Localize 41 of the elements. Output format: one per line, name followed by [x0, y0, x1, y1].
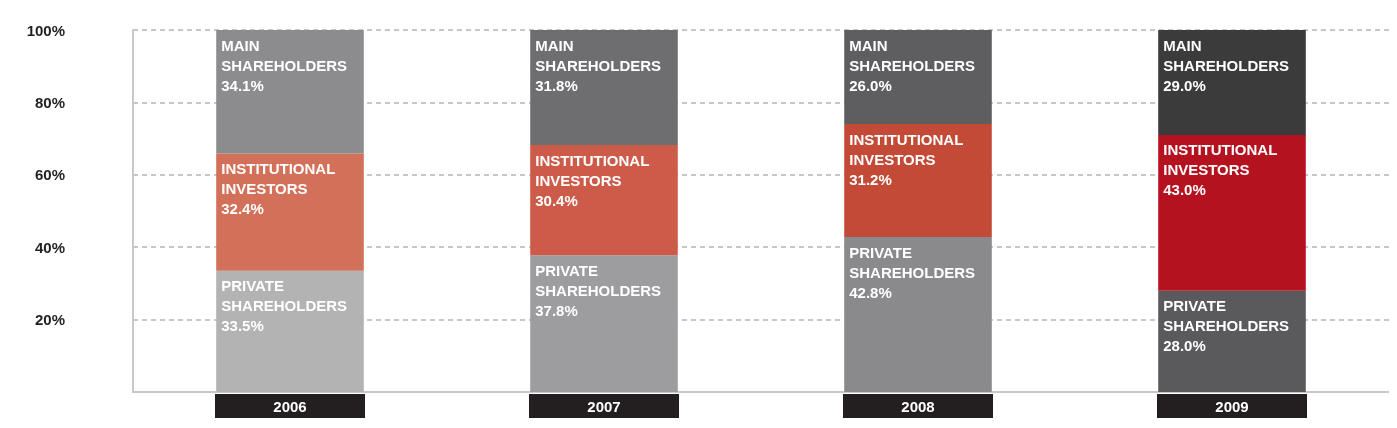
x-tick-label: 2007 — [587, 397, 621, 415]
text: MAIN SHAREHOLDERS — [849, 36, 976, 74]
data-label: 26.0% — [849, 76, 892, 94]
series-label: INSTITUTIONAL INVESTORS — [221, 159, 340, 197]
x-tick-label: 2009 — [1215, 397, 1249, 415]
bar — [530, 30, 678, 146]
data-label: 30.4% — [535, 191, 578, 209]
data-label: 29.0% — [1163, 76, 1206, 94]
y-tick-label: 100% — [26, 21, 65, 39]
y-tick-label: 60% — [34, 166, 65, 184]
text: MAIN SHAREHOLDERS — [535, 36, 662, 74]
bar — [1158, 30, 1306, 135]
data-label: 42.8% — [849, 283, 892, 301]
series-label: PRIVATE SHAREHOLDERS — [221, 277, 348, 315]
text: PRIVATE SHAREHOLDERS — [849, 243, 976, 281]
bar — [216, 30, 364, 154]
series-label: MAIN SHAREHOLDERS — [221, 36, 348, 74]
data-label: 34.1% — [221, 76, 264, 94]
data-label: 43.0% — [1163, 181, 1206, 199]
bar — [216, 153, 364, 271]
text: PRIVATE SHAREHOLDERS — [535, 261, 662, 299]
bar — [530, 145, 678, 256]
x-tick-label: 2006 — [273, 397, 307, 415]
data-label: 37.8% — [535, 301, 578, 319]
bar — [844, 30, 992, 125]
bar — [1158, 134, 1306, 291]
data-label: 31.2% — [849, 170, 892, 188]
text: INSTITUTIONAL INVESTORS — [535, 151, 650, 189]
text: MAIN SHAREHOLDERS — [1163, 36, 1290, 74]
y-tick-label: 40% — [34, 238, 65, 256]
text: INSTITUTIONAL INVESTORS — [1163, 141, 1278, 179]
text: INSTITUTIONAL INVESTORS — [849, 130, 964, 168]
y-tick-label: 20% — [34, 311, 65, 329]
data-label: 32.4% — [221, 199, 264, 217]
text: PRIVATE SHAREHOLDERS — [1163, 297, 1290, 335]
x-tick-label: 2008 — [901, 397, 935, 415]
data-label: 31.8% — [535, 76, 578, 94]
y-tick-label: 80% — [34, 93, 65, 111]
data-label: 28.0% — [1163, 337, 1206, 355]
bar — [844, 124, 992, 238]
data-label: 33.5% — [221, 317, 264, 335]
